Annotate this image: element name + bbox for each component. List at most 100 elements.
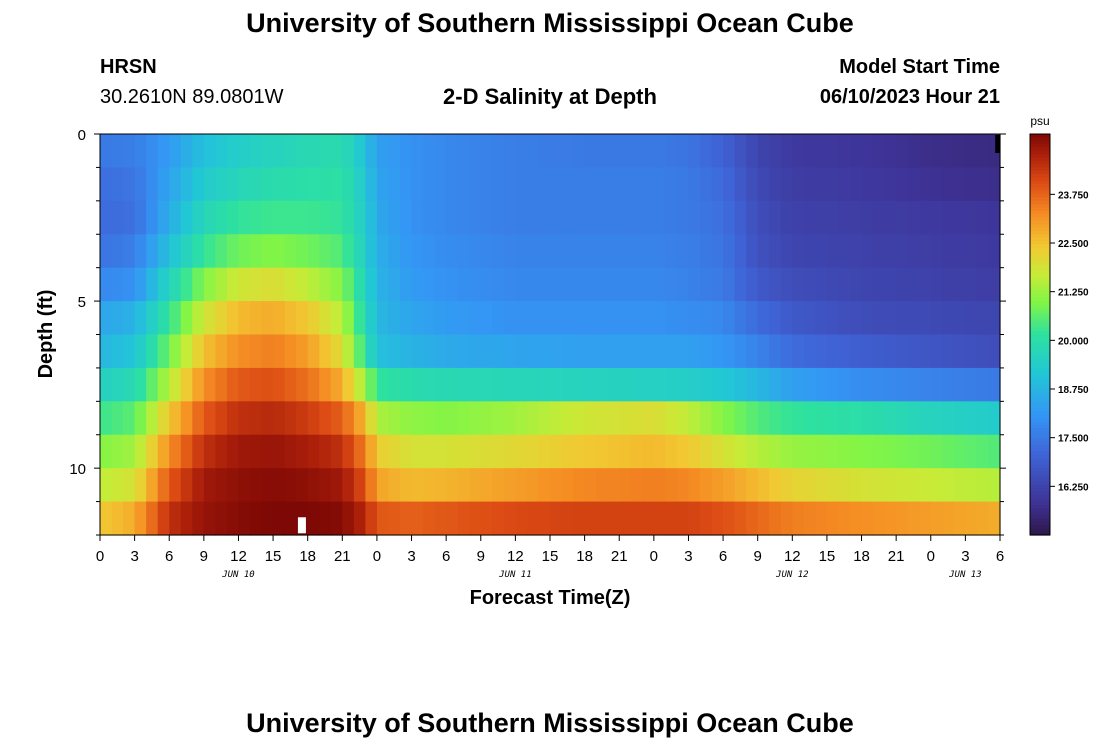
date-label: JUN 11 [498,570,532,580]
heatmap-cell [953,367,966,402]
heatmap-cell [411,234,424,269]
heatmap-cell [250,367,263,402]
heatmap-cell [688,267,701,302]
colorbar-segment [1030,454,1050,459]
heatmap-cell [307,501,320,536]
heatmap-cell [826,301,840,336]
heatmap-cell [711,367,724,402]
heatmap-cell [296,434,309,469]
heatmap-cell [307,234,320,269]
heatmap-cell [342,367,355,402]
heatmap-cell [630,234,643,269]
heatmap-cell [734,434,747,469]
heatmap-cell [803,501,816,536]
heatmap-cell [757,200,770,235]
heatmap-cell [123,267,136,302]
heatmap-cell [157,401,170,436]
heatmap-cell [400,334,413,369]
heatmap-cell [157,501,170,536]
heatmap-cell [538,200,551,235]
heatmap-cell [930,267,943,302]
heatmap-cell [550,401,563,436]
heatmap-cell [111,267,124,302]
heatmap-cell [896,468,909,503]
heatmap-cell [896,367,909,402]
heatmap-cell [584,401,597,436]
heatmap-cell [330,200,343,235]
colorbar-segment [1030,307,1050,312]
heatmap-cell [353,434,366,469]
x-tick-label: 12 [784,548,801,565]
heatmap-cell [469,367,482,402]
heatmap-cell [861,468,874,503]
heatmap-cell [573,334,586,369]
heatmap-cell [815,301,828,336]
heatmap-cell [111,401,124,436]
heatmap-cell [930,401,943,436]
heatmap-cell [446,434,459,469]
heatmap-cell [226,301,240,336]
heatmap-cell [157,167,170,202]
heatmap-cell [538,267,551,302]
heatmap-cell [261,501,274,536]
heatmap-cell [550,468,563,503]
colorbar-segment [1030,351,1050,356]
heatmap-cell [746,234,759,269]
colorbar-frame [1029,133,1051,536]
heatmap-cell [111,468,124,503]
heatmap-cell [653,501,666,536]
heatmap-cell [353,200,366,235]
heatmap-cell [953,334,966,369]
heatmap-cell [296,334,309,369]
heatmap-cell [838,301,851,336]
colorbar-segment [1030,144,1050,148]
heatmap-cell [930,334,943,369]
heatmap-cell [861,167,874,202]
colorbar-tick-label: 16.250 [1058,482,1089,493]
heatmap-cell [480,501,493,536]
heatmap-cell [134,501,147,536]
heatmap-cell [376,200,390,235]
heatmap-cell [307,267,320,302]
heatmap-cell [861,234,874,269]
heatmap-cell [492,200,505,235]
x-tick-label: 9 [754,548,762,565]
heatmap-cell [261,134,274,169]
heatmap-markers [297,135,1001,534]
heatmap-cell [100,334,113,369]
heatmap-cell [965,200,978,235]
heatmap-cell [861,401,874,436]
heatmap-cell [723,200,736,235]
heatmap-cell [988,334,1001,369]
heatmap-cell [134,434,147,469]
heatmap-cell [884,401,897,436]
heatmap-cell [273,401,286,436]
heatmap-cell [526,334,540,369]
heatmap-cell [826,434,840,469]
heatmap-cell [192,501,205,536]
heatmap-cell [503,134,516,169]
heatmap-cell [826,167,840,202]
heatmap-cell [226,267,240,302]
heatmap-cell [896,401,909,436]
heatmap-cell [700,367,713,402]
colorbar-segment [1030,514,1050,519]
heatmap-cell [723,468,736,503]
heatmap-cell [838,334,851,369]
heatmap-cell [100,301,113,336]
heatmap-cell [400,134,413,169]
heatmap-cell [607,501,620,536]
end-marker [995,135,1001,153]
heatmap-cell [180,367,193,402]
heatmap-cell [503,334,516,369]
heatmap-cell [296,200,309,235]
heatmap-cell [353,401,366,436]
heatmap-cell [988,301,1001,336]
heatmap-cell [550,301,563,336]
colorbar-segment [1030,204,1050,209]
heatmap-cell [515,501,528,536]
heatmap-cell [169,167,182,202]
colorbar-segment [1030,147,1050,152]
heatmap-cell [803,134,816,169]
heatmap-cell [238,301,251,336]
